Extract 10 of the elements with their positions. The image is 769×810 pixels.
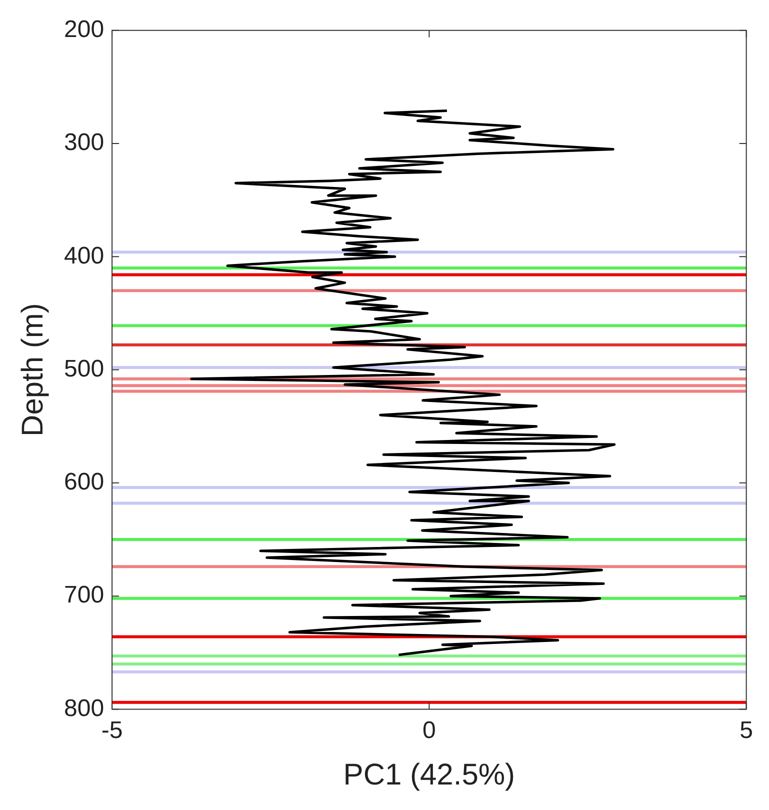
y-tick-label: 700 [64, 582, 104, 609]
y-tick-label: 200 [64, 16, 104, 44]
y-tick-label: 600 [64, 468, 104, 496]
x-tick-label: 5 [740, 717, 754, 744]
y-tick-label: 500 [64, 355, 104, 382]
y-axis-title: Depth (m) [16, 303, 50, 436]
x-axis-title: PC1 (42.5%) [343, 758, 516, 792]
y-tick-label: 300 [64, 129, 104, 156]
y-tick-label: 400 [64, 242, 104, 270]
x-tick-label: 0 [422, 717, 436, 744]
